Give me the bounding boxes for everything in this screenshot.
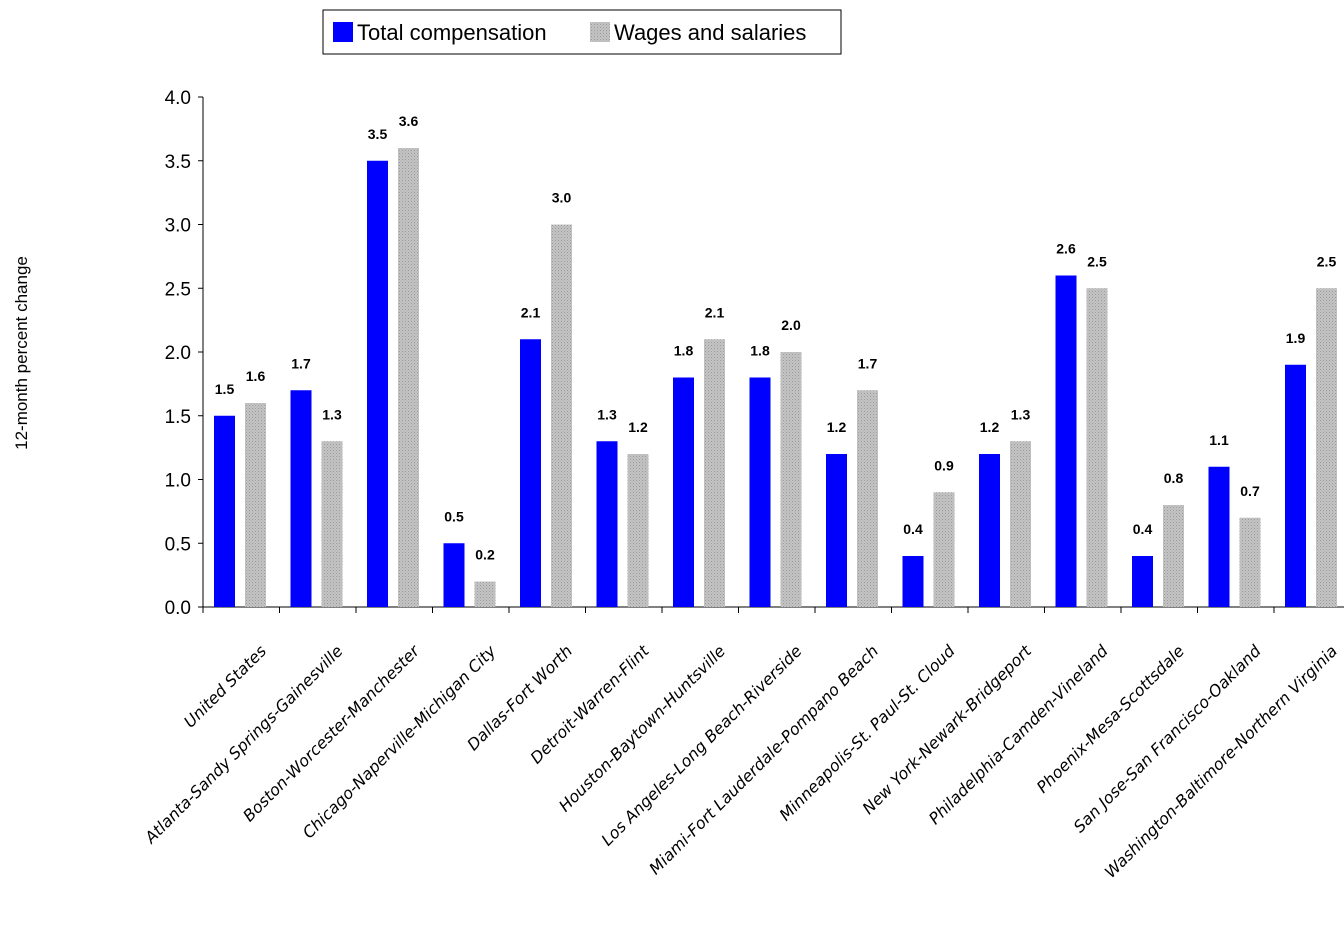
data-label-total-compensation: 2.1 [521,304,541,320]
data-label-wages-and-salaries: 1.6 [246,368,266,384]
bar-total-compensation [673,377,694,607]
y-tick-label: 1.5 [165,407,191,428]
category-label: Houston-Baytown-Huntsville [555,641,729,815]
y-tick-label: 0.0 [165,598,191,619]
data-label-wages-and-salaries: 0.7 [1240,483,1260,499]
bars [214,148,1337,607]
bar-wages-and-salaries [933,492,955,607]
data-label-total-compensation: 0.4 [1133,521,1153,537]
y-tick-label: 0.5 [165,534,191,555]
data-label-total-compensation: 3.5 [368,126,388,142]
data-label-total-compensation: 1.8 [674,343,694,359]
bar-total-compensation [1055,275,1077,607]
y-tick-label: 2.5 [165,279,191,300]
bar-total-compensation [749,377,771,607]
bar-total-compensation [367,160,388,607]
y-axis-label: 12-month percent change [12,256,31,450]
y-tick-label: 2.0 [165,343,191,364]
bar-wages-and-salaries [1010,441,1031,607]
legend-label-wages-and-salaries: Wages and salaries [614,20,806,45]
bar-total-compensation [1285,364,1306,607]
y-tick-label: 3.5 [165,152,191,173]
bar-total-compensation [290,390,312,607]
bar-total-compensation [826,454,847,607]
data-label-total-compensation: 0.4 [903,521,923,537]
bar-wages-and-salaries [1163,505,1184,607]
axes: 0.0 0.5 1.0 1.5 2.0 2.5 3.0 3.5 4.0 [165,88,1344,619]
data-label-wages-and-salaries: 2.1 [705,304,725,320]
y-tick-label: 4.0 [165,88,191,109]
data-label-wages-and-salaries: 2.5 [1087,253,1107,269]
data-label-wages-and-salaries: 2.5 [1317,253,1337,269]
bar-wages-and-salaries [1086,288,1108,607]
data-label-wages-and-salaries: 3.0 [552,190,572,206]
data-label-wages-and-salaries: 1.3 [322,406,342,422]
bar-wages-and-salaries [321,441,343,607]
data-label-wages-and-salaries: 1.3 [1011,406,1031,422]
bar-wages-and-salaries [1316,288,1337,607]
data-label-total-compensation: 1.9 [1286,330,1306,346]
bar-wages-and-salaries [704,339,725,607]
bar-total-compensation [979,454,1000,607]
data-label-total-compensation: 1.1 [1209,432,1229,448]
legend: Total compensation Wages and salaries [322,9,842,55]
bar-wages-and-salaries [857,390,878,607]
y-tick-label: 1.0 [165,471,191,492]
bar-wages-and-salaries [551,224,572,607]
bar-wages-and-salaries [780,352,802,607]
bar-wages-and-salaries [398,148,419,607]
data-label-total-compensation: 1.5 [215,381,235,397]
data-label-wages-and-salaries: 2.0 [781,317,801,333]
bar-total-compensation [443,543,465,607]
bar-wages-and-salaries [627,454,649,607]
bar-total-compensation [1208,466,1230,607]
bar-total-compensation [1132,556,1153,607]
bar-wages-and-salaries [1239,517,1261,607]
data-label-total-compensation: 0.5 [444,508,464,524]
data-label-total-compensation: 1.8 [750,343,770,359]
bar-total-compensation [214,415,235,607]
data-label-wages-and-salaries: 0.2 [475,547,495,563]
bar-wages-and-salaries [245,403,266,607]
data-label-wages-and-salaries: 3.6 [399,113,419,129]
y-tick-label: 3.0 [165,216,191,237]
bar-total-compensation [520,339,541,607]
legend-box [322,9,842,55]
legend-label-total-compensation: Total compensation [357,20,547,45]
data-label-total-compensation: 1.7 [291,355,311,371]
legend-swatch-wages-and-salaries [590,22,610,42]
legend-swatch-total-compensation [333,22,353,42]
data-label-total-compensation: 1.2 [827,419,847,435]
data-label-wages-and-salaries: 1.7 [858,355,878,371]
data-label-wages-and-salaries: 1.2 [628,419,648,435]
data-label-total-compensation: 1.3 [597,406,617,422]
bar-total-compensation [902,556,924,607]
data-label-wages-and-salaries: 0.8 [1164,470,1184,486]
data-label-total-compensation: 1.2 [980,419,1000,435]
data-label-wages-and-salaries: 0.9 [934,457,954,473]
bar-wages-and-salaries [474,581,496,607]
category-label: Phoenix-Mesa-Scottsdale [1033,641,1188,796]
data-label-total-compensation: 2.6 [1056,241,1076,257]
bar-total-compensation [596,441,618,607]
data-labels: 1.5 1.6 1.7 1.3 3.5 3.6 0.5 0.2 2.1 3.0 1.3 1.2 1.8 2… [215,113,1337,563]
